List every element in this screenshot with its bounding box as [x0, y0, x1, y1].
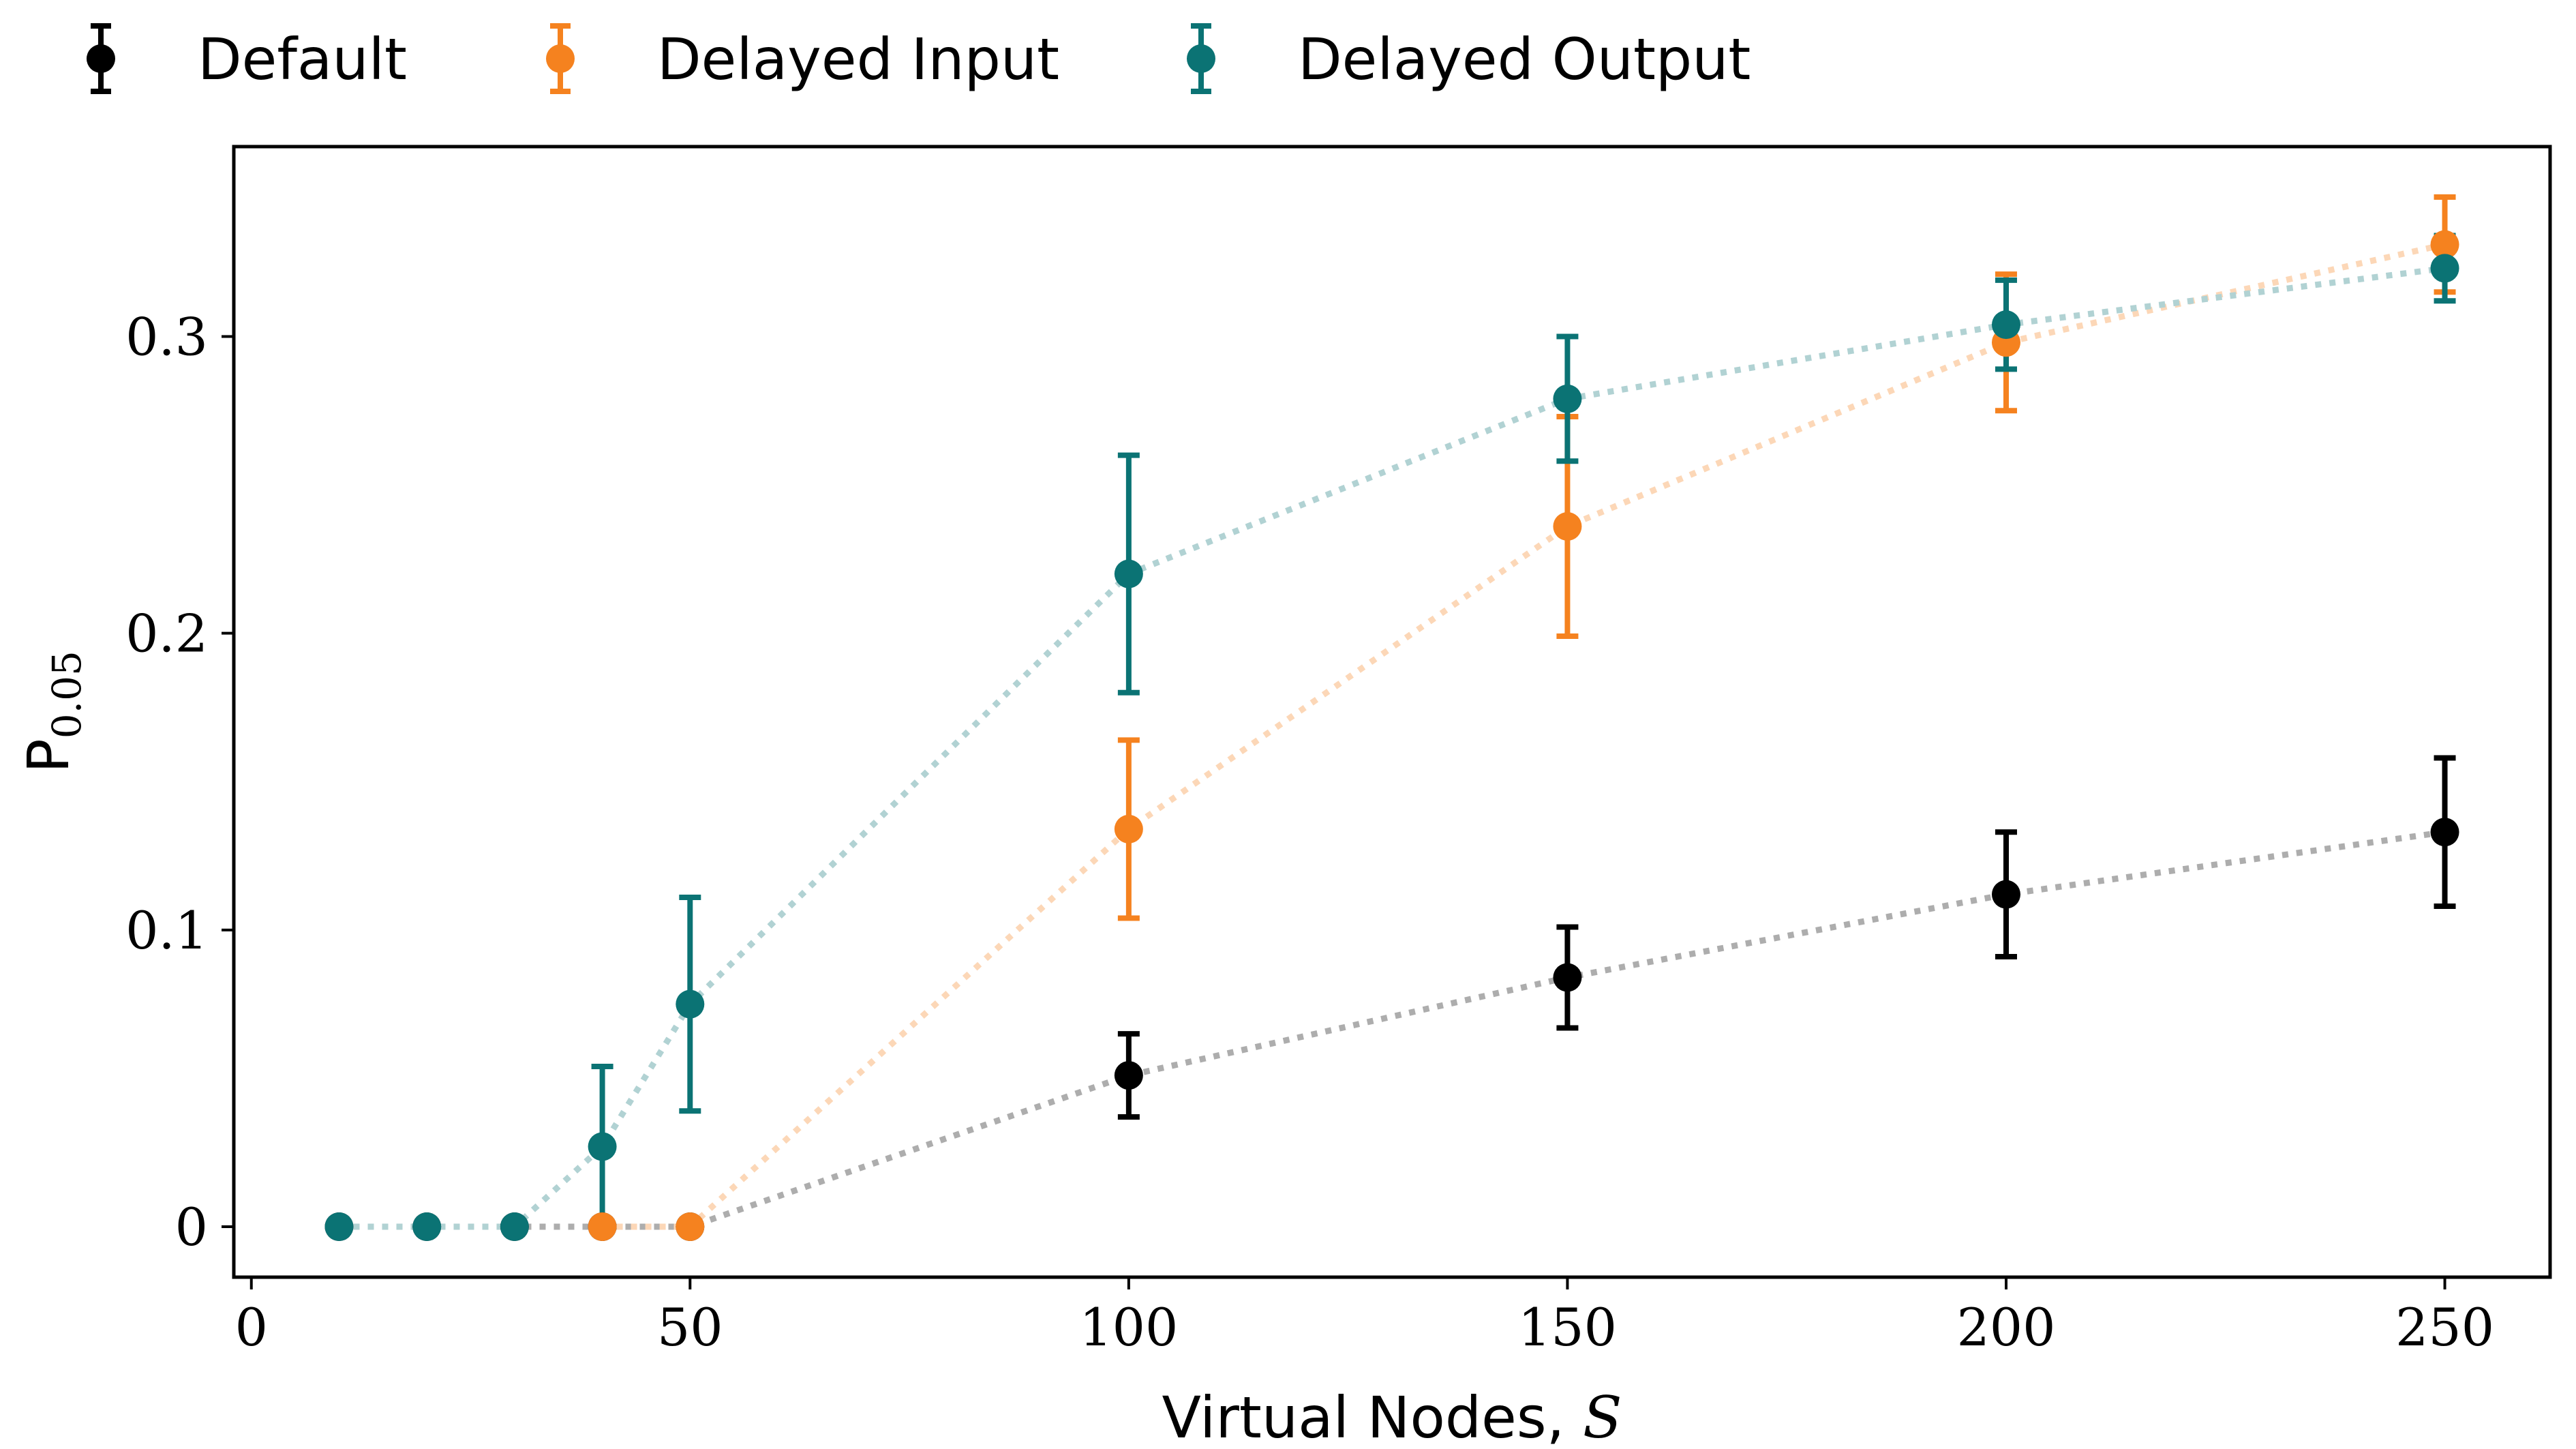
- plot-frame: [232, 145, 2552, 1279]
- y-tick-label: 0.2: [125, 603, 208, 664]
- data-point-default: [1991, 880, 2020, 909]
- data-point-delayed-input: [1114, 814, 1143, 843]
- legend-marker: [87, 44, 115, 73]
- x-tick-label: 250: [2395, 1297, 2494, 1358]
- data-point-delayed-input: [588, 1212, 617, 1242]
- data-points: [324, 230, 2459, 1242]
- x-tick-label: 50: [657, 1297, 723, 1358]
- series-line-default: [339, 828, 2446, 1230]
- data-point-delayed-output: [1553, 384, 1582, 413]
- x-tick-label: 200: [1956, 1297, 2055, 1358]
- series-lines: [339, 241, 2446, 1230]
- x-tick-label: 100: [1079, 1297, 1178, 1358]
- data-point-delayed-output: [1114, 559, 1143, 588]
- legend-entry-delayed-output: Delayed Output: [1187, 23, 1751, 94]
- legend-entry-delayed-input: Delayed Input: [546, 23, 1059, 94]
- legend-label: Delayed Input: [657, 26, 1059, 93]
- legend-label: Delayed Output: [1298, 26, 1751, 93]
- x-axis-label: Virtual Nodes, S: [1162, 1384, 1622, 1449]
- legend-marker: [546, 44, 575, 73]
- legend: Default Delayed Input Delayed Output: [87, 23, 1751, 94]
- x-tick-label: 0: [235, 1297, 268, 1358]
- y-tick-label: 0: [175, 1197, 208, 1257]
- y-axis-ticks: 0 0.1 0.2 0.3: [125, 307, 234, 1257]
- x-tick-label: 150: [1518, 1297, 1617, 1358]
- data-point-delayed-output: [676, 989, 705, 1019]
- data-point-default: [2430, 818, 2459, 847]
- y-tick-label: 0.1: [125, 900, 208, 961]
- legend-marker: [1187, 44, 1215, 73]
- legend-entry-default: Default: [87, 23, 407, 94]
- data-point-delayed-output: [500, 1212, 529, 1242]
- data-point-delayed-input: [1553, 512, 1582, 541]
- y-axis-label: P0.05: [15, 651, 90, 773]
- data-point-delayed-output: [588, 1132, 617, 1161]
- x-axis-ticks: 0 50 100 150 200 250: [235, 1277, 2494, 1358]
- legend-label: Default: [198, 26, 407, 93]
- data-point-delayed-output: [324, 1212, 354, 1242]
- data-point-delayed-input: [2430, 230, 2459, 259]
- data-point-delayed-output: [2430, 254, 2459, 283]
- data-point-default: [1553, 963, 1582, 992]
- y-tick-label: 0.3: [125, 307, 208, 368]
- data-point-delayed-output: [412, 1212, 442, 1242]
- series-line-delayed-output: [339, 265, 2446, 1230]
- data-point-default: [1114, 1061, 1143, 1090]
- error-bars: [591, 194, 2456, 1230]
- data-point-delayed-output: [1991, 310, 2020, 340]
- series-line-delayed-input: [602, 241, 2446, 1230]
- data-point-delayed-input: [676, 1212, 705, 1242]
